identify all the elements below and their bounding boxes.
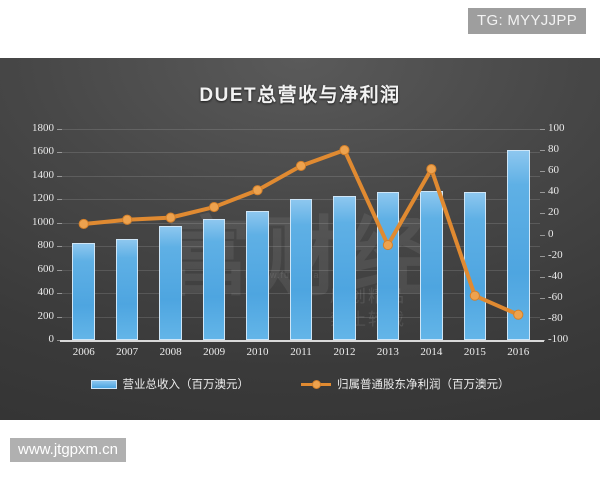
bar-2008[interactable] [159, 225, 182, 340]
right-axis-tick-label: 20 [548, 206, 559, 219]
line-marker-2014[interactable] [426, 163, 437, 175]
left-axis-tick [57, 199, 62, 201]
bar-2014[interactable] [420, 191, 443, 340]
x-axis-label-2009: 2009 [203, 346, 226, 358]
x-axis-baseline [60, 340, 544, 342]
left-axis-tick-label: 600 [37, 262, 55, 275]
bar-2009[interactable] [202, 218, 226, 340]
gridline [62, 129, 540, 130]
right-axis-tick-label: -80 [548, 311, 563, 324]
x-axis-label-2006: 2006 [72, 346, 95, 358]
left-axis-tick [57, 129, 62, 130]
right-axis-tick [540, 129, 545, 130]
bar-2011[interactable] [289, 199, 313, 340]
bottom-white-strip: www.jtgpxm.cn [0, 420, 600, 480]
x-axis-label-2011: 2011 [290, 346, 312, 358]
bar-2006[interactable] [72, 243, 96, 340]
line-marker-2008[interactable] [165, 212, 176, 223]
line-marker-2015[interactable] [469, 290, 480, 301]
right-axis-tick [540, 213, 545, 215]
line-marker-2006[interactable] [78, 218, 89, 230]
left-axis-tick-label: 400 [37, 286, 55, 299]
x-axis-label-2008: 2008 [159, 346, 182, 358]
x-axis-label-2014: 2014 [420, 346, 443, 358]
right-axis-tick [540, 171, 545, 173]
x-axis-label-2013: 2013 [376, 346, 399, 358]
line-marker-2013[interactable] [382, 239, 394, 251]
right-axis-tick [540, 150, 545, 152]
right-axis-tick-label: -60 [548, 290, 563, 303]
right-axis-tick-label: 40 [548, 185, 559, 198]
right-axis-tick-label: 100 [548, 122, 565, 134]
left-axis-tick [57, 269, 62, 271]
left-axis-tick [57, 246, 62, 248]
x-axis-label-2010: 2010 [246, 346, 269, 358]
legend-item-revenue[interactable]: 营业总收入（百万澳元） [90, 376, 250, 392]
right-axis-tick [540, 318, 545, 320]
left-axis-tick [57, 175, 62, 177]
bar-2007[interactable] [115, 238, 139, 340]
bar-swatch-icon [90, 379, 117, 389]
x-axis-label-2016: 2016 [507, 346, 530, 358]
line-swatch-icon [301, 379, 331, 389]
tg-watermark-badge: TG: MYYJJPP [468, 8, 586, 34]
line-marker-2012[interactable] [339, 145, 350, 156]
right-axis-tick [540, 192, 545, 194]
left-axis-tick-label: 1600 [32, 145, 54, 158]
legend-label-net-profit: 归属普通股东净利润（百万澳元） [337, 379, 510, 391]
chart-legend: 营业总收入（百万澳元） 归属普通股东净利润（百万澳元） [0, 376, 600, 392]
x-axis-label-2007: 2007 [116, 346, 139, 358]
left-axis-tick-label: 1400 [32, 168, 54, 181]
left-axis-tick-label: 1200 [32, 192, 54, 205]
left-axis-tick [57, 316, 62, 318]
plot-area [57, 129, 545, 342]
left-axis-tick-label: 200 [37, 309, 55, 322]
left-axis-tick [57, 293, 62, 295]
bar-2010[interactable] [246, 211, 269, 340]
left-axis-tick-label: 800 [37, 239, 55, 252]
left-axis-tick [57, 222, 62, 224]
right-axis-tick-label: 0 [548, 227, 554, 240]
left-axis-tick-label: 0 [48, 333, 55, 345]
x-axis-label-2012: 2012 [333, 346, 356, 358]
legend-item-net-profit[interactable]: 归属普通股东净利润（百万澳元） [301, 376, 510, 392]
gridline [62, 175, 540, 177]
line-marker-2016[interactable] [513, 309, 524, 320]
bar-2016[interactable] [506, 150, 530, 340]
top-white-strip: TG: MYYJJPP [0, 0, 600, 58]
right-axis-tick-label: -100 [548, 333, 569, 345]
left-axis-tick-label: 1000 [32, 215, 54, 228]
left-axis-tick [57, 340, 62, 341]
x-axis-label-2015: 2015 [463, 346, 486, 358]
right-axis-tick [540, 234, 545, 236]
right-axis-tick-label: -20 [548, 248, 563, 261]
right-axis-tick-label: 80 [548, 143, 559, 156]
line-series [78, 145, 524, 320]
chart-panel: DUET总营收与净利润 富财经 hhsww.fumedia 原创精品 禁止转载 … [0, 58, 600, 420]
site-watermark-badge: www.jtgpxm.cn [10, 438, 127, 462]
left-axis-tick-label: 1800 [32, 122, 54, 134]
line-marker-2009[interactable] [208, 201, 220, 213]
legend-label-revenue: 营业总收入（百万澳元） [122, 379, 250, 391]
right-axis-tick-label: -40 [548, 269, 563, 282]
chart-title: DUET总营收与净利润 [199, 85, 401, 106]
left-axis-tick [57, 152, 62, 154]
right-axis-tick-label: 60 [548, 164, 559, 177]
net-profit-line [81, 148, 521, 317]
right-axis-tick [540, 276, 545, 278]
line-marker-2007[interactable] [122, 214, 133, 225]
gridline [62, 152, 540, 154]
line-marker-2010[interactable] [252, 185, 263, 196]
line-marker-2011[interactable] [295, 160, 307, 172]
right-axis-tick [540, 255, 545, 257]
right-axis-tick [540, 297, 545, 299]
bar-2012[interactable] [333, 196, 356, 340]
